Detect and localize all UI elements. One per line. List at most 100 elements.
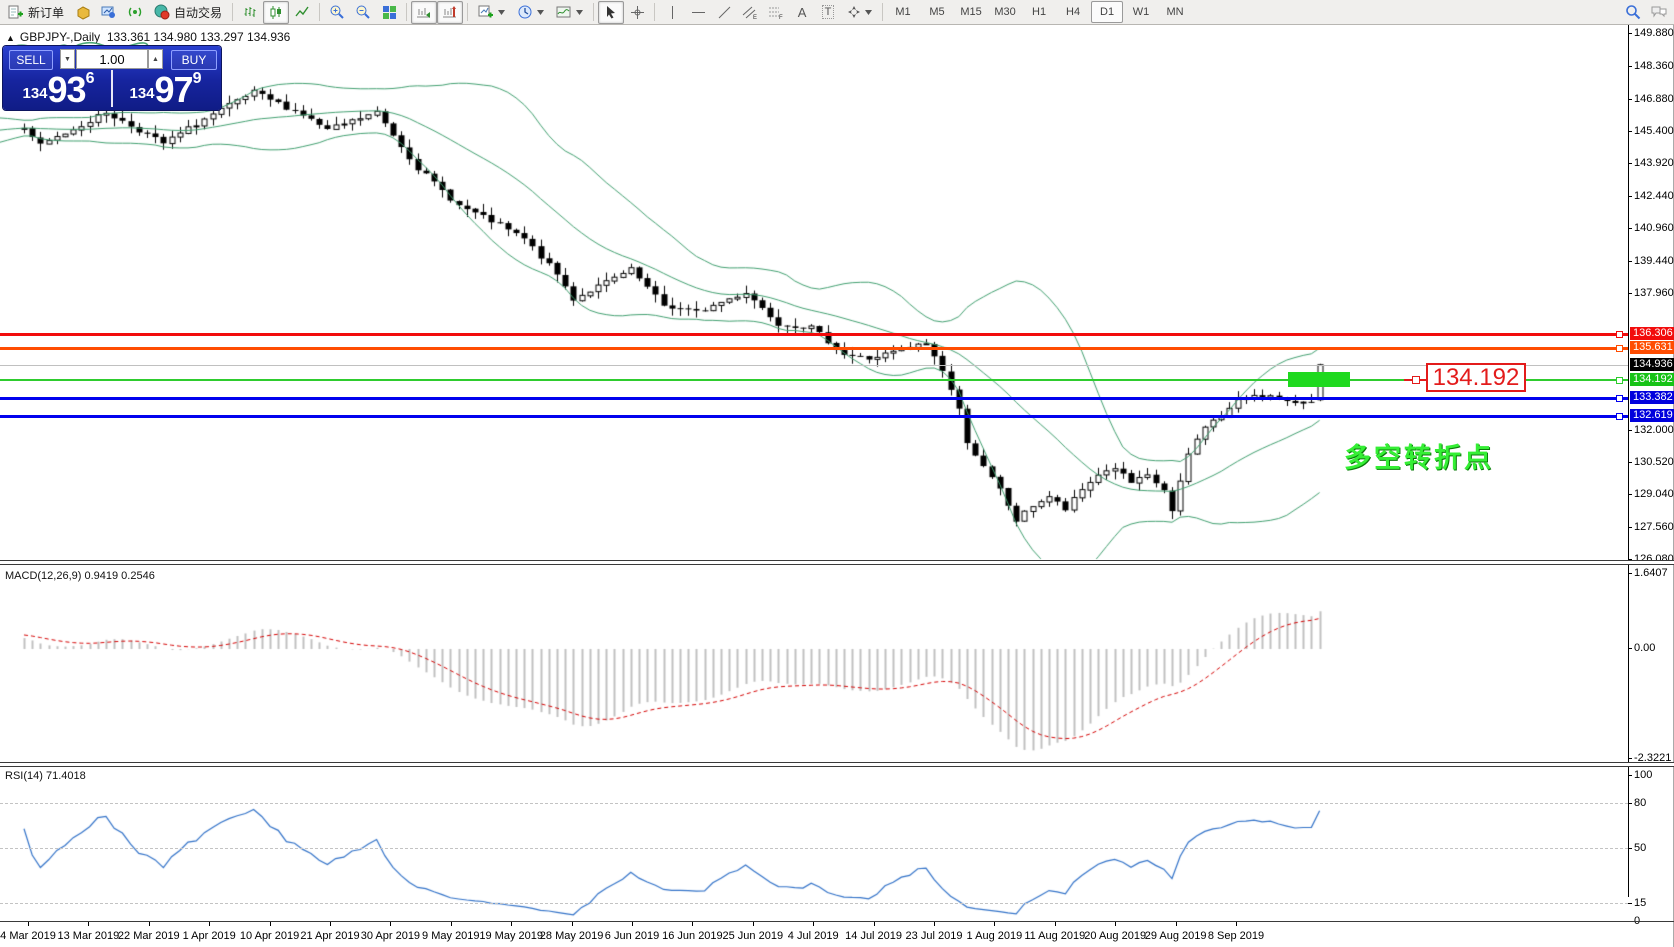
buy-price-button[interactable]: 134 97 9 [113, 70, 218, 108]
date-label: 1 Apr 2019 [182, 930, 236, 942]
price-note-value: 134.192 [1432, 363, 1520, 391]
buy-price-sup: 9 [192, 70, 202, 87]
timeframe-m5[interactable]: M5 [929, 6, 945, 18]
zoom-in-button[interactable] [324, 1, 350, 24]
price-note-handle[interactable] [1412, 376, 1420, 384]
chart-macd-splitter[interactable] [0, 560, 1674, 565]
level-line-135.631[interactable] [0, 347, 1628, 350]
volume-increase-button[interactable]: ▲ [148, 49, 163, 69]
sell-button[interactable]: SELL [9, 50, 53, 70]
text-label-tool-button[interactable]: T [815, 1, 841, 24]
date-label: 23 Jul 2019 [905, 930, 963, 942]
timeframe-m30[interactable]: M30 [994, 6, 1016, 18]
autotrading-button[interactable]: 自动交易 [148, 1, 228, 24]
search-icon-button[interactable] [1620, 1, 1646, 24]
price-chip-136.306: 136.306 [1630, 327, 1674, 340]
level-line-136.306[interactable] [0, 333, 1628, 336]
timeframe-m15[interactable]: M15 [960, 6, 982, 18]
chart-header: ▲ GBPJPY-,Daily 133.361 134.980 133.297 1… [6, 30, 290, 44]
collapse-icon[interactable]: ▲ [6, 33, 15, 43]
sell-price-big: 93 [47, 69, 87, 110]
cursor-tool-button[interactable] [598, 0, 625, 24]
auto-scroll-button[interactable] [411, 0, 438, 24]
level-handle[interactable] [1616, 345, 1623, 352]
broadcast-icon-button[interactable] [122, 1, 148, 24]
timeframe-w1[interactable]: W1 [1132, 6, 1150, 18]
volume-input[interactable]: 1.00 [76, 49, 148, 69]
axis-tick-label: 129.040 [1634, 488, 1674, 500]
toolbar: 新订单 自动交易 [0, 0, 1674, 25]
rsi-level-line [0, 903, 1628, 904]
buy-button[interactable]: BUY [171, 50, 217, 70]
level-line-133.382[interactable] [0, 397, 1628, 400]
timeframe-h4[interactable]: H4 [1066, 6, 1081, 18]
axis-tick [1628, 775, 1632, 776]
timeframe-m1[interactable]: M1 [895, 6, 911, 18]
axis-tick-label: 132.000 [1634, 424, 1674, 436]
timeframe-mn[interactable]: MN [1166, 6, 1184, 18]
price-chip-134.192: 134.192 [1630, 373, 1674, 386]
date-label: 10 Apr 2019 [239, 930, 300, 942]
profiles-dropdown-button[interactable] [511, 1, 550, 24]
date-tick [269, 922, 271, 926]
level-line-134.192[interactable] [0, 379, 1628, 381]
crosshair-tool-button[interactable] [624, 1, 650, 24]
axis-tick [1628, 527, 1632, 528]
level-handle[interactable] [1616, 413, 1623, 420]
date-tick [1115, 922, 1117, 926]
buy-button-label: BUY [181, 53, 207, 67]
axis-tick [1628, 293, 1632, 294]
date-label: 11 Aug 2019 [1024, 930, 1086, 942]
candlestick-mode-button[interactable] [263, 0, 290, 24]
bar-chart-mode-button[interactable] [237, 1, 263, 24]
new-order-button[interactable]: 新订单 [2, 1, 70, 24]
indicators-dropdown-button[interactable] [550, 1, 589, 24]
date-label: 9 May 2019 [422, 930, 480, 942]
axis-tick [1628, 196, 1632, 197]
chat-icon-button[interactable] [1646, 1, 1672, 24]
turning-point-note[interactable]: 多空转折点 [1344, 443, 1494, 473]
axis-tick-label: 143.920 [1634, 157, 1674, 169]
vertical-line-tool-button[interactable] [659, 1, 685, 24]
buy-price-prefix: 134 [129, 85, 155, 102]
date-label: 8 Sep 2019 [1207, 930, 1265, 942]
date-tick [632, 922, 633, 926]
axis-tick-label: 130.520 [1634, 456, 1674, 468]
tile-windows-button[interactable] [376, 1, 402, 24]
line-chart-mode-button[interactable] [289, 1, 315, 24]
horizontal-line-tool-button[interactable] [685, 1, 711, 24]
level-handle[interactable] [1616, 331, 1623, 338]
equidistant-channel-tool-button[interactable]: E [737, 1, 763, 24]
zoom-out-button[interactable] [350, 1, 376, 24]
axis-tick-label: 0.00 [1634, 642, 1656, 654]
price-note-box[interactable]: 134.192 [1426, 363, 1526, 392]
date-label: 20 Aug 2019 [1084, 930, 1147, 942]
volume-decrease-button[interactable]: ▼ [60, 49, 75, 69]
rsi-level-line [0, 803, 1628, 804]
new-chart-dropdown-button[interactable] [472, 1, 511, 24]
price-chip-135.631: 135.631 [1630, 341, 1674, 354]
macd-rsi-splitter[interactable] [0, 762, 1674, 767]
sell-price-prefix: 134 [22, 85, 48, 102]
date-label: 4 Mar 2019 [0, 930, 56, 942]
timeframe-h1[interactable]: H1 [1032, 6, 1047, 18]
level-handle[interactable] [1616, 395, 1623, 402]
fibonacci-tool-button[interactable]: F [763, 1, 789, 24]
date-tick [752, 922, 754, 926]
date-label: 4 Jul 2019 [787, 930, 839, 942]
market-watch-button[interactable] [96, 1, 122, 24]
chart-shift-button[interactable] [437, 0, 464, 24]
text-tool-button[interactable]: A [797, 4, 807, 20]
mql-icon-button[interactable] [70, 1, 96, 24]
arrows-tool-dropdown-button[interactable] [841, 1, 878, 24]
date-label: 28 May 2019 [539, 930, 604, 942]
date-label: 6 Jun 2019 [604, 930, 660, 942]
level-line-132.619[interactable] [0, 415, 1628, 418]
level-handle[interactable] [1616, 377, 1623, 384]
timeframe-d1[interactable]: D1 [1091, 1, 1124, 23]
axis-tick [1628, 494, 1632, 495]
sell-price-button[interactable]: 134 93 6 [6, 69, 113, 110]
trendline-tool-button[interactable] [711, 1, 737, 24]
green-highlight-rectangle[interactable] [1288, 372, 1350, 387]
